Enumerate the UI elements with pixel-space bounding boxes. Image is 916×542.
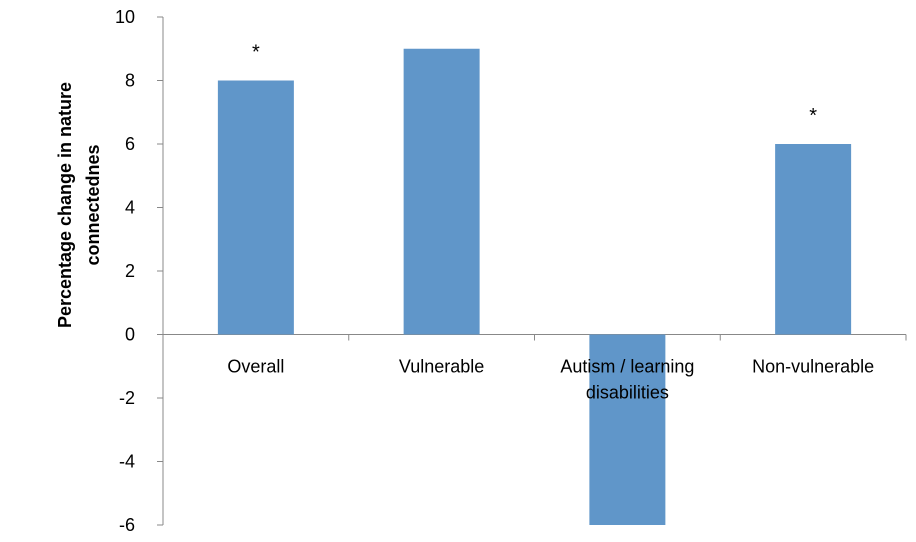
y-axis-title-line-2: connectednes — [83, 144, 103, 265]
bar — [403, 48, 480, 335]
category-label: Autism / learning — [560, 357, 694, 377]
category-label: Non-vulnerable — [752, 357, 874, 377]
y-tick-label: 4 — [125, 198, 135, 218]
y-tick-label: -6 — [119, 515, 135, 535]
y-tick-label: 6 — [125, 134, 135, 154]
y-tick-label: 8 — [125, 71, 135, 91]
significance-marker: * — [252, 42, 260, 64]
category-labels: Overall Vulnerable Autism / learning disabi… — [227, 357, 874, 403]
category-label: Overall — [227, 357, 284, 377]
annotations: ** — [252, 42, 817, 128]
bars — [217, 48, 852, 525]
y-tick-label: 10 — [115, 7, 135, 27]
y-tick-label: -2 — [119, 388, 135, 408]
bar — [217, 80, 294, 335]
y-tick-label: -4 — [119, 452, 135, 472]
y-axis-title-line-1: Percentage change in nature — [55, 82, 75, 328]
category-label: disabilities — [586, 383, 669, 403]
significance-marker: * — [809, 105, 817, 127]
category-label: Vulnerable — [399, 357, 484, 377]
bar — [775, 144, 852, 335]
y-tick-label: 2 — [125, 261, 135, 281]
bar — [589, 334, 666, 525]
y-tick-label: 0 — [125, 325, 135, 345]
y-axis-ticks: -6 -4 -2 0 2 4 6 8 10 — [115, 7, 163, 535]
y-axis-title: Percentage change in nature connectednes — [55, 82, 103, 328]
